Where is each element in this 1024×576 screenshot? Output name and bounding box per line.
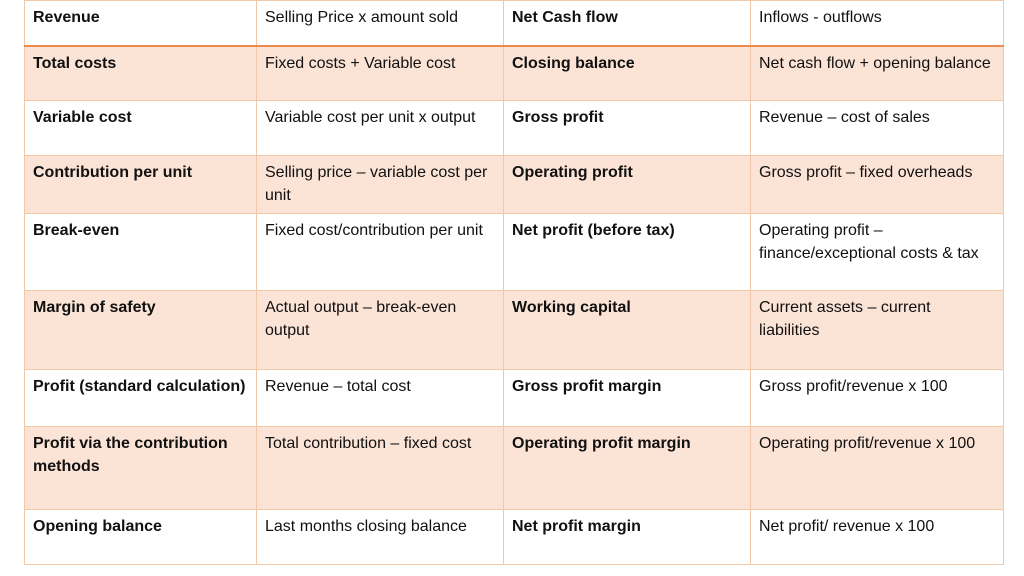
- term-cell: Break-even: [24, 213, 257, 291]
- table-row: Margin of safety Actual output – break-e…: [24, 290, 1004, 370]
- term-cell: Opening balance: [24, 509, 257, 565]
- formula-cell: Last months closing balance: [256, 509, 504, 565]
- term-cell: Working capital: [503, 290, 751, 370]
- term-cell: Contribution per unit: [24, 155, 257, 214]
- term-cell: Gross profit margin: [503, 369, 751, 427]
- term-cell: Net profit (before tax): [503, 213, 751, 291]
- formula-table: Revenue Selling Price x amount sold Net …: [24, 0, 1004, 565]
- formula-cell: Variable cost per unit x output: [256, 100, 504, 156]
- term-cell: Profit via the contribution methods: [24, 426, 257, 510]
- table-row: Profit via the contribution methods Tota…: [24, 426, 1004, 510]
- formula-cell: Gross profit/revenue x 100: [750, 369, 1004, 427]
- term-cell: Total costs: [24, 45, 257, 101]
- formula-cell: Revenue – cost of sales: [750, 100, 1004, 156]
- formula-cell: Inflows - outflows: [750, 0, 1004, 47]
- formula-cell: Fixed cost/contribution per unit: [256, 213, 504, 291]
- term-cell: Variable cost: [24, 100, 257, 156]
- formula-cell: Selling price – variable cost per unit: [256, 155, 504, 214]
- term-cell: Net profit margin: [503, 509, 751, 565]
- formula-cell: Current assets – current liabilities: [750, 290, 1004, 370]
- table-row: Break-even Fixed cost/contribution per u…: [24, 213, 1004, 291]
- formula-cell: Actual output – break-even output: [256, 290, 504, 370]
- term-cell: Profit (standard calculation): [24, 369, 257, 427]
- term-cell: Operating profit margin: [503, 426, 751, 510]
- term-cell: Revenue: [24, 0, 257, 47]
- table-row: Revenue Selling Price x amount sold Net …: [24, 0, 1004, 47]
- term-cell: Operating profit: [503, 155, 751, 214]
- formula-cell: Fixed costs + Variable cost: [256, 45, 504, 101]
- formula-cell: Operating profit/revenue x 100: [750, 426, 1004, 510]
- formula-cell: Gross profit – fixed overheads: [750, 155, 1004, 214]
- table-row: Contribution per unit Selling price – va…: [24, 155, 1004, 214]
- table-row: Variable cost Variable cost per unit x o…: [24, 100, 1004, 156]
- term-cell: Closing balance: [503, 45, 751, 101]
- table-row: Total costs Fixed costs + Variable cost …: [24, 45, 1004, 101]
- formula-cell: Revenue – total cost: [256, 369, 504, 427]
- formula-cell: Operating profit – finance/exceptional c…: [750, 213, 1004, 291]
- term-cell: Gross profit: [503, 100, 751, 156]
- table-row: Profit (standard calculation) Revenue – …: [24, 369, 1004, 427]
- formula-cell: Net cash flow + opening balance: [750, 45, 1004, 101]
- formula-cell: Selling Price x amount sold: [256, 0, 504, 47]
- term-cell: Margin of safety: [24, 290, 257, 370]
- formula-cell: Total contribution – fixed cost: [256, 426, 504, 510]
- term-cell: Net Cash flow: [503, 0, 751, 47]
- formula-cell: Net profit/ revenue x 100: [750, 509, 1004, 565]
- table-row: Opening balance Last months closing bala…: [24, 509, 1004, 565]
